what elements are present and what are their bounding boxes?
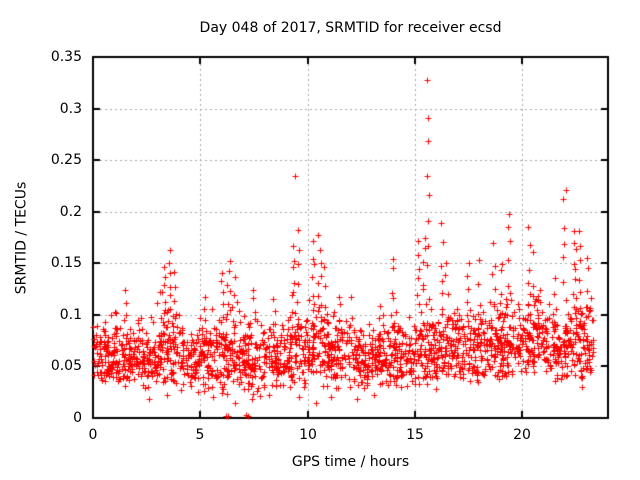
x-tick-label: 15 — [406, 427, 424, 443]
y-tick-label: 0 — [73, 410, 82, 426]
y-tick-label: 0.1 — [59, 307, 82, 323]
y-tick-label: 0.35 — [50, 49, 82, 65]
y-tick-label: 0.25 — [50, 152, 82, 168]
x-axis-label: GPS time / hours — [291, 454, 410, 470]
x-tick-label: 0 — [88, 427, 98, 443]
x-tick-label: 20 — [513, 427, 531, 443]
x-tick-label: 10 — [299, 427, 317, 443]
y-tick-label: 0.3 — [59, 101, 82, 117]
y-tick-label: 0.15 — [50, 255, 82, 271]
x-tick-label: 5 — [195, 427, 205, 443]
y-tick-label: 0.2 — [59, 204, 82, 220]
y-tick-label: 0.05 — [50, 358, 82, 374]
chart-title: Day 048 of 2017, SRMTID for receiver ecs… — [199, 20, 502, 36]
